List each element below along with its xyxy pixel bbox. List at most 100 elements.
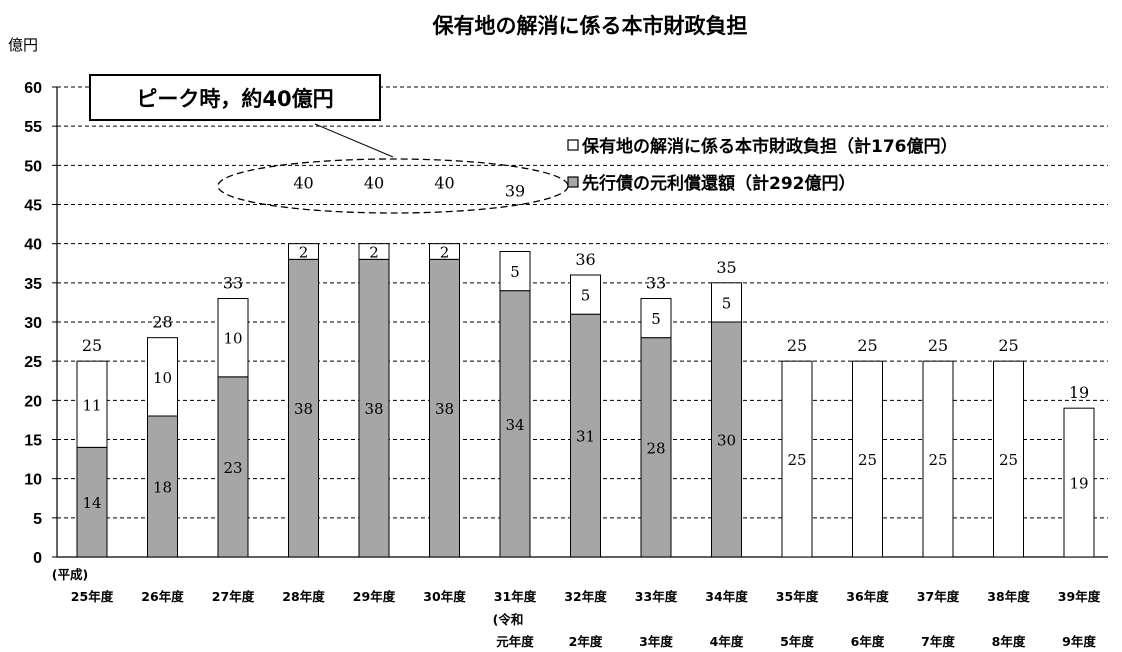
- x-category-label-reiwa: 8年度: [992, 634, 1026, 649]
- bar-burden: [852, 360, 883, 558]
- y-tick-label: 45: [24, 198, 42, 215]
- x-category-label: 33年度: [635, 589, 678, 604]
- bar-repayment: [147, 415, 178, 558]
- x-category-label-reiwa: 6年度: [851, 634, 885, 649]
- bar-value-label: 25: [999, 451, 1018, 469]
- bar-burden: [781, 360, 813, 558]
- bar-total-label: 39: [505, 182, 525, 201]
- bar-value-label: 38: [364, 400, 383, 418]
- chart-title: 保有地の解消に係る本市財政負担: [432, 14, 748, 38]
- x-axis-labels: (平成) 25年度 26年度 27年度 28年度 29年度 30年度 31年度 32年度 33年度…: [52, 567, 1101, 649]
- bar-group: 38 2 40: [429, 174, 460, 558]
- x-category-label: 30年度: [423, 589, 466, 604]
- y-tick-label: 0: [33, 550, 42, 567]
- bar-total-label: 36: [575, 250, 595, 269]
- bar-total-label: 25: [998, 336, 1018, 355]
- x-category-label: 35年度: [776, 589, 819, 604]
- era-label-reiwa: (令和: [493, 612, 524, 627]
- bar-total-label: 40: [434, 174, 454, 193]
- bar-value-label: 18: [153, 479, 172, 497]
- x-category-label: 32年度: [564, 589, 607, 604]
- bar-value-label: 14: [82, 494, 101, 512]
- bar-burden: [922, 360, 954, 558]
- callout-text: ピーク時，約40億円: [136, 87, 333, 111]
- bar-value-label: 10: [153, 369, 172, 387]
- bar-value-label: 2: [440, 244, 450, 262]
- bar-burden: [499, 251, 531, 292]
- bar-burden: [217, 298, 249, 378]
- y-tick-label: 35: [24, 276, 42, 293]
- bar-total-label: 25: [82, 336, 102, 355]
- bar-total-label: 40: [364, 174, 384, 193]
- x-category-label-reiwa: 7年度: [921, 634, 955, 649]
- bar-value-label: 34: [505, 416, 524, 434]
- bar-total-label: 33: [223, 274, 243, 293]
- y-tick-label: 10: [24, 472, 42, 489]
- bar-burden: [570, 274, 601, 315]
- bar-value-label: 2: [299, 244, 309, 262]
- y-tick-label: 5: [33, 511, 42, 528]
- bar-repayment: [640, 337, 672, 558]
- x-category-label: 27年度: [212, 589, 255, 604]
- x-category-label: 37年度: [917, 589, 960, 604]
- bar-total-label: 19: [1069, 383, 1089, 402]
- bar-group: 14 11 25: [76, 336, 108, 558]
- bar-group: 23 10 33: [217, 274, 249, 558]
- x-category-label: 39年度: [1058, 589, 1101, 604]
- bar-total-label: 25: [787, 336, 807, 355]
- x-category-label: 38年度: [987, 589, 1030, 604]
- bar-repayment: [499, 290, 531, 558]
- bar-value-label: 28: [646, 439, 665, 457]
- bar-burden: [711, 282, 742, 323]
- bar-repayment: [711, 321, 742, 558]
- y-tick-label: 30: [24, 315, 42, 332]
- bar-total-label: 25: [928, 336, 948, 355]
- bar-group: 25 25: [993, 336, 1024, 558]
- bar-burden: [640, 298, 672, 339]
- bar-value-label: 25: [928, 451, 947, 469]
- y-tick-label: 40: [24, 237, 42, 254]
- legend-swatch-burden: [567, 139, 579, 151]
- y-tick-label: 50: [24, 158, 42, 175]
- x-category-label-reiwa: 2年度: [569, 634, 603, 649]
- bar-value-label: 19: [1069, 475, 1088, 493]
- bar-value-label: 11: [82, 396, 101, 414]
- bar-value-label: 23: [223, 459, 242, 477]
- legend: 保有地の解消に係る本市財政負担（計176億円） 先行債の元利償還額（計292億円…: [567, 136, 958, 194]
- bar-burden: [1063, 407, 1095, 558]
- bar-repayment: [217, 376, 249, 558]
- x-category-label-reiwa: 5年度: [780, 634, 814, 649]
- y-tick-label: 55: [24, 119, 42, 136]
- bar-burden: [76, 360, 108, 448]
- bar-repayment: [76, 446, 108, 558]
- x-category-label-reiwa: 3年度: [639, 634, 673, 649]
- bar-total-label: 40: [293, 174, 313, 193]
- legend-label-burden: 保有地の解消に係る本市財政負担（計176億円）: [581, 136, 958, 157]
- bar-value-label: 38: [294, 400, 313, 418]
- callout-pointer-line: [314, 123, 394, 158]
- x-category-label-reiwa: 9年度: [1062, 634, 1096, 649]
- x-category-label-reiwa: 元年度: [496, 634, 534, 649]
- y-axis-unit-label: 億円: [8, 36, 38, 54]
- bar-value-label: 38: [435, 400, 454, 418]
- bar-total-label: 33: [646, 274, 666, 293]
- y-tick-label: 60: [24, 80, 42, 97]
- x-category-label: 29年度: [353, 589, 396, 604]
- legend-swatch-repayment: [567, 176, 579, 188]
- legend-label-repayment: 先行債の元利償還額（計292億円）: [582, 173, 856, 194]
- peak-callout: ピーク時，約40億円: [89, 74, 569, 214]
- bar-group: 31 5 36: [570, 250, 601, 558]
- bar-burden: [147, 337, 178, 417]
- bar-value-label: 25: [858, 451, 877, 469]
- bar-group: 38 2 40: [358, 174, 390, 558]
- x-category-label: 31年度: [494, 589, 537, 604]
- bar-group: 18 10 28: [147, 313, 178, 558]
- bar-value-label: 5: [510, 263, 520, 281]
- bar-group: 38 2 40: [288, 174, 319, 558]
- bar-group: 28 5 33: [640, 274, 672, 558]
- bar-group: 25 25: [781, 336, 813, 558]
- y-tick-label: 25: [24, 354, 42, 371]
- bar-group: 34 5 39: [499, 182, 531, 558]
- bar-value-label: 31: [576, 428, 595, 446]
- y-tick-label: 20: [24, 393, 42, 410]
